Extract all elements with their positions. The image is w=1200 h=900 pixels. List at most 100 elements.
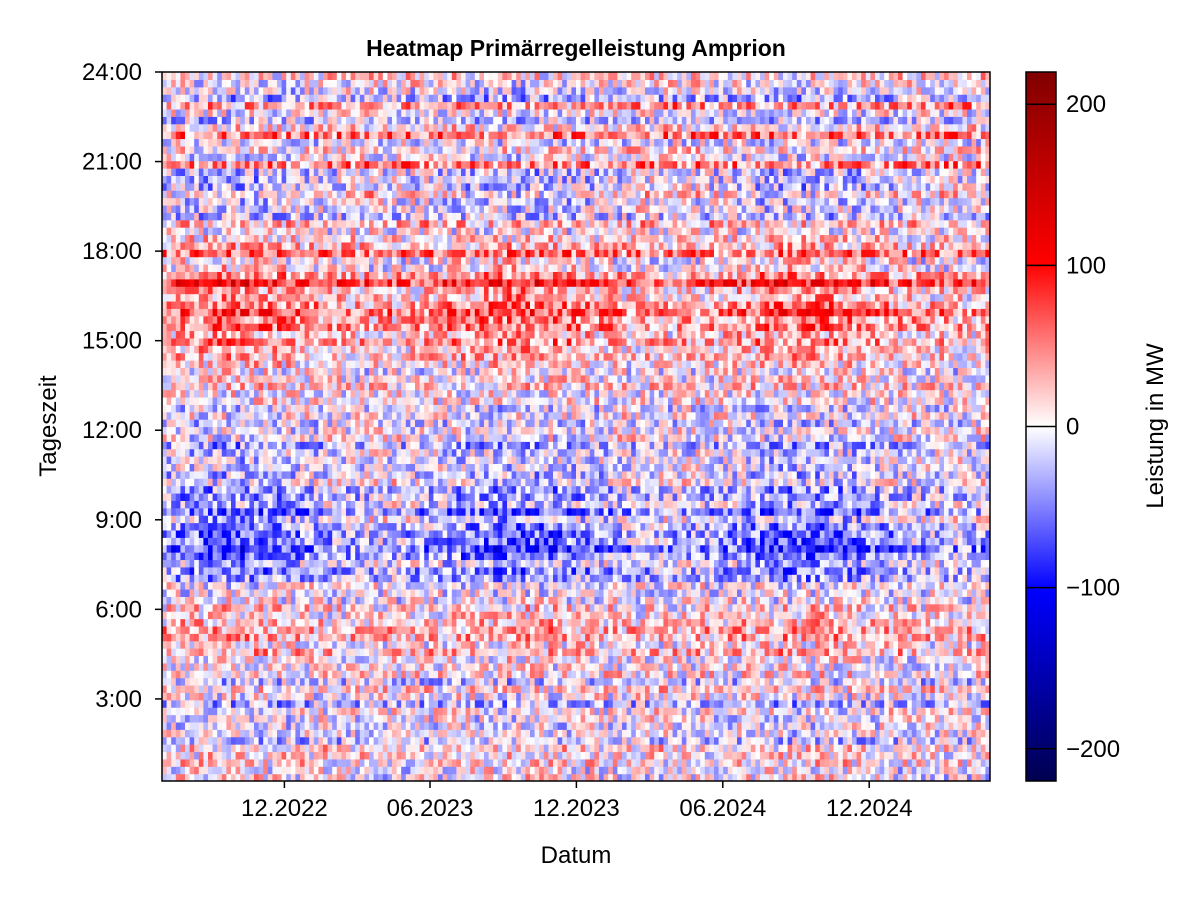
heatmap-cell bbox=[208, 79, 213, 87]
heatmap-cell bbox=[231, 707, 236, 715]
heatmap-cell bbox=[180, 471, 185, 479]
heatmap-cell bbox=[240, 138, 245, 146]
heatmap-cell bbox=[314, 353, 319, 361]
heatmap-cell bbox=[171, 523, 176, 531]
heatmap-cell bbox=[314, 508, 319, 516]
heatmap-cell bbox=[217, 360, 222, 368]
heatmap-cell bbox=[176, 294, 181, 302]
heatmap-cell bbox=[314, 330, 319, 338]
heatmap-cell bbox=[397, 574, 402, 582]
heatmap-cell bbox=[259, 545, 264, 553]
heatmap-cell bbox=[328, 471, 333, 479]
heatmap-cell bbox=[286, 715, 291, 723]
heatmap-cell bbox=[176, 463, 181, 471]
heatmap-cell bbox=[222, 124, 227, 132]
heatmap-cell bbox=[286, 729, 291, 737]
heatmap-cell bbox=[346, 486, 351, 494]
heatmap-cell bbox=[162, 116, 167, 124]
heatmap-cell bbox=[355, 766, 360, 774]
heatmap-cell bbox=[295, 567, 300, 575]
heatmap-cell bbox=[369, 515, 374, 523]
heatmap-cell bbox=[309, 493, 314, 501]
heatmap-cell bbox=[378, 308, 383, 316]
heatmap-cell bbox=[392, 530, 397, 538]
heatmap-cell bbox=[355, 72, 360, 80]
heatmap-cell bbox=[226, 582, 231, 590]
heatmap-cell bbox=[355, 633, 360, 641]
heatmap-cell bbox=[378, 434, 383, 442]
heatmap-cell bbox=[203, 161, 208, 169]
heatmap-cell bbox=[291, 685, 296, 693]
heatmap-cell bbox=[332, 301, 337, 309]
heatmap-cell bbox=[341, 301, 346, 309]
heatmap-cell bbox=[295, 190, 300, 198]
heatmap-cell bbox=[346, 390, 351, 398]
heatmap-cell bbox=[268, 419, 273, 427]
heatmap-cell bbox=[328, 264, 333, 272]
heatmap-cell bbox=[351, 434, 356, 442]
heatmap-cell bbox=[208, 390, 213, 398]
heatmap-cell bbox=[167, 670, 172, 678]
heatmap-cell bbox=[217, 722, 222, 730]
heatmap-cell bbox=[199, 345, 204, 353]
heatmap-cell bbox=[240, 596, 245, 604]
heatmap-cell bbox=[249, 286, 254, 294]
heatmap-cell bbox=[277, 633, 282, 641]
heatmap-cell bbox=[167, 478, 172, 486]
heatmap-cell bbox=[397, 286, 402, 294]
heatmap-cell bbox=[351, 138, 356, 146]
heatmap-cell bbox=[337, 131, 342, 139]
heatmap-cell bbox=[162, 434, 167, 442]
heatmap-cell bbox=[397, 441, 402, 449]
heatmap-cell bbox=[277, 500, 282, 508]
heatmap-cell bbox=[318, 434, 323, 442]
heatmap-cell bbox=[328, 294, 333, 302]
heatmap-cell bbox=[282, 567, 287, 575]
heatmap-cell bbox=[162, 515, 167, 523]
heatmap-cell bbox=[176, 441, 181, 449]
heatmap-cell bbox=[397, 94, 402, 102]
heatmap-cell bbox=[318, 249, 323, 257]
heatmap-cell bbox=[236, 138, 241, 146]
heatmap-cell bbox=[286, 94, 291, 102]
heatmap-cell bbox=[337, 478, 342, 486]
heatmap-cell bbox=[213, 427, 218, 435]
heatmap-cell bbox=[337, 175, 342, 183]
heatmap-cell bbox=[199, 493, 204, 501]
heatmap-cell bbox=[387, 537, 392, 545]
heatmap-cell bbox=[392, 234, 397, 242]
heatmap-cell bbox=[346, 692, 351, 700]
heatmap-cell bbox=[286, 205, 291, 213]
heatmap-cell bbox=[337, 626, 342, 634]
heatmap-cell bbox=[194, 124, 199, 132]
heatmap-cell bbox=[392, 271, 397, 279]
heatmap-cell bbox=[176, 434, 181, 442]
heatmap-cell bbox=[318, 360, 323, 368]
heatmap-cell bbox=[213, 124, 218, 132]
heatmap-cell bbox=[254, 227, 259, 235]
heatmap-cell bbox=[378, 330, 383, 338]
heatmap-cell bbox=[374, 220, 379, 228]
heatmap-cell bbox=[249, 161, 254, 169]
heatmap-cell bbox=[171, 183, 176, 191]
heatmap-cell bbox=[300, 648, 305, 656]
heatmap-cell bbox=[282, 412, 287, 420]
heatmap-cell bbox=[387, 486, 392, 494]
heatmap-cell bbox=[185, 227, 190, 235]
heatmap-cell bbox=[364, 116, 369, 124]
heatmap-cell bbox=[236, 722, 241, 730]
heatmap-cell bbox=[268, 116, 273, 124]
heatmap-cell bbox=[213, 486, 218, 494]
heatmap-cell bbox=[208, 441, 213, 449]
heatmap-cell bbox=[222, 486, 227, 494]
heatmap-cell bbox=[305, 271, 310, 279]
heatmap-cell bbox=[263, 449, 268, 457]
heatmap-cell bbox=[332, 530, 337, 538]
heatmap-cell bbox=[171, 715, 176, 723]
heatmap-cell bbox=[291, 582, 296, 590]
heatmap-cell bbox=[332, 220, 337, 228]
heatmap-cell bbox=[203, 183, 208, 191]
heatmap-cell bbox=[374, 582, 379, 590]
heatmap-cell bbox=[369, 663, 374, 671]
heatmap-cell bbox=[249, 552, 254, 560]
